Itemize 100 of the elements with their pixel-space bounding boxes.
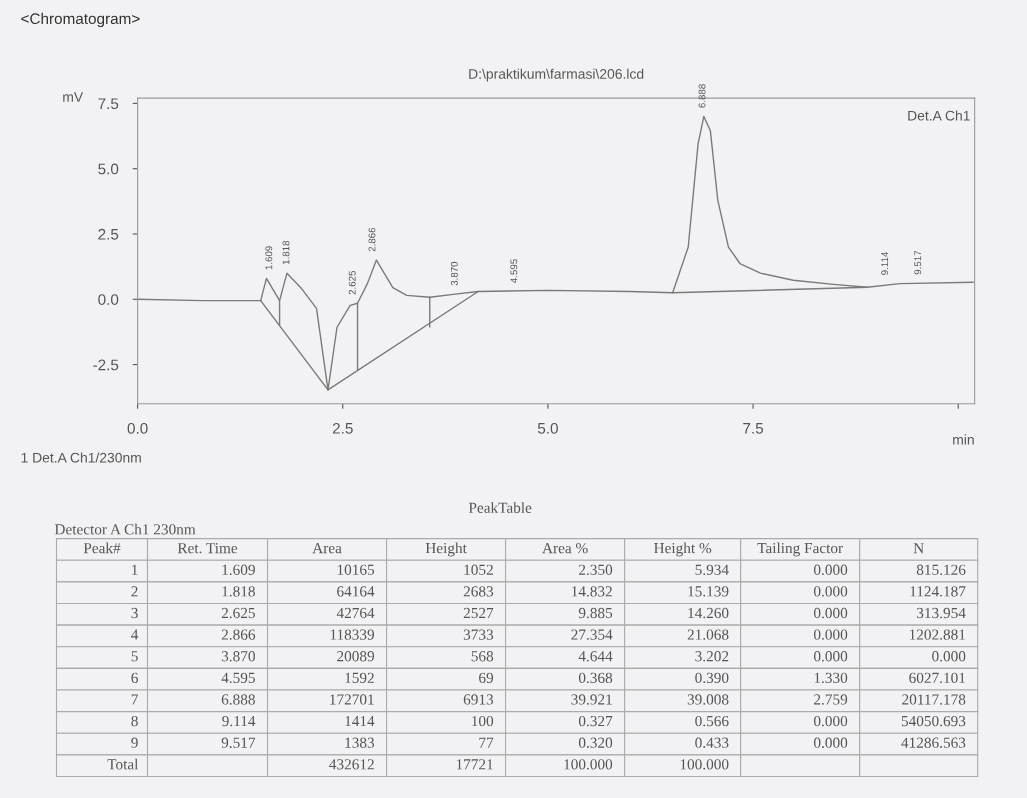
text: 0.000 xyxy=(813,607,848,619)
x-axis-title: min xyxy=(953,434,974,445)
text: 69 xyxy=(479,672,494,683)
text: 54050.693 xyxy=(901,715,966,727)
text: 21.068 xyxy=(687,629,729,640)
text: 1052 xyxy=(464,564,493,575)
text: 100.000 xyxy=(564,759,613,770)
y-tick-label: 0.0 xyxy=(98,294,119,305)
annotation: 3.870 xyxy=(450,261,458,286)
text: 3 xyxy=(131,607,138,619)
text: 9 xyxy=(131,737,138,748)
text: 1 xyxy=(132,564,138,575)
text: 77 xyxy=(479,737,494,748)
text: 432612 xyxy=(329,759,374,770)
annotation: 2.866 xyxy=(368,227,376,252)
x-tick-label: 7.5 xyxy=(743,423,764,434)
text: PeakTable xyxy=(468,502,532,513)
x-tick-label: 0.0 xyxy=(127,422,148,434)
text: 5.934 xyxy=(695,564,729,575)
text: 2.350 xyxy=(579,564,613,575)
text: 8 xyxy=(131,715,138,727)
text: 0.000 xyxy=(932,651,966,662)
y-tick-label: 5.0 xyxy=(98,163,119,175)
text: 313.954 xyxy=(916,607,966,619)
text: 0.368 xyxy=(578,672,613,684)
annotation: Det.A Ch1 xyxy=(908,110,970,121)
text: 1592 xyxy=(345,672,374,683)
text: 2.759 xyxy=(814,694,848,705)
y-axis-title: mV xyxy=(63,92,84,102)
annotation: 9.517 xyxy=(914,250,922,275)
text: 9.885 xyxy=(578,607,613,619)
text: 17721 xyxy=(456,759,493,770)
y-tick-label: -2.5 xyxy=(93,359,119,371)
text: 0.390 xyxy=(695,672,729,684)
text: 9.517 xyxy=(221,737,256,748)
text: 0.000 xyxy=(813,651,848,662)
text: 0.433 xyxy=(695,737,729,748)
text: N xyxy=(913,543,924,554)
text: 39.921 xyxy=(571,694,612,705)
text: 2.866 xyxy=(221,629,256,640)
text: 172701 xyxy=(330,694,374,705)
text: <Chromatogram> xyxy=(21,12,140,28)
text: 14.260 xyxy=(688,607,729,619)
text: 118339 xyxy=(330,629,375,640)
text: 41286.563 xyxy=(901,737,966,748)
annotation: 6.888 xyxy=(698,84,706,108)
text: 7 xyxy=(131,694,138,705)
text: 15.139 xyxy=(688,586,729,597)
text: 1.818 xyxy=(222,586,255,597)
x-tick-label: 5.0 xyxy=(537,422,558,434)
text: 14.832 xyxy=(572,586,612,597)
text: 1414 xyxy=(345,716,375,727)
chart-title: D:\praktikum\farmasi\206.lcd xyxy=(469,68,644,82)
text: 3.202 xyxy=(695,651,729,662)
text: 2 xyxy=(131,586,138,597)
text: 6027.101 xyxy=(909,672,965,684)
text: Height % xyxy=(654,542,712,557)
text: 1202.881 xyxy=(909,629,965,640)
text: 0.320 xyxy=(578,737,613,748)
text: 1.330 xyxy=(814,672,848,684)
y-tick-label: 2.5 xyxy=(98,228,119,240)
text: 100.000 xyxy=(680,759,729,770)
text: 6.888 xyxy=(221,694,255,705)
text: 0.000 xyxy=(813,715,848,727)
text: 1124.187 xyxy=(910,586,966,597)
text: Total xyxy=(107,758,139,770)
text: Detector A Ch1 230nm xyxy=(54,523,196,535)
text: 568 xyxy=(471,651,494,662)
text: Ret. Time xyxy=(177,543,238,554)
text: 64164 xyxy=(337,586,375,597)
text: 3733 xyxy=(463,629,494,640)
y-tick-label: 7.5 xyxy=(98,98,119,110)
annotation: 2.625 xyxy=(348,270,356,295)
text: 0.000 xyxy=(813,586,848,597)
x-tick-label: 2.5 xyxy=(332,422,353,434)
text: 1383 xyxy=(345,737,375,748)
annotation: 1.818 xyxy=(282,240,290,265)
text: 2683 xyxy=(463,586,494,597)
text: 1 Det.A Ch1/230nm xyxy=(21,452,141,463)
text: 0.566 xyxy=(695,715,729,727)
text: 0.327 xyxy=(578,715,613,727)
text: 0.000 xyxy=(813,629,848,640)
text: 6913 xyxy=(463,694,494,705)
text: 42764 xyxy=(336,607,375,619)
text: 4.595 xyxy=(221,672,255,684)
text: 4 xyxy=(131,629,139,640)
annotation: 4.595 xyxy=(510,259,518,283)
text: 20117.178 xyxy=(902,694,966,705)
text: 9.114 xyxy=(222,715,256,727)
text: Height xyxy=(425,542,467,557)
text: Peak# xyxy=(83,542,121,554)
text: 0.000 xyxy=(813,737,848,748)
text: 6 xyxy=(131,672,138,683)
text: 39.008 xyxy=(687,694,729,705)
text: 2527 xyxy=(463,607,494,619)
annotation: 1.609 xyxy=(265,246,273,270)
text: 1.609 xyxy=(222,564,255,575)
text: Area xyxy=(312,543,342,554)
text: 27.354 xyxy=(571,629,613,640)
annotation: 9.114 xyxy=(881,251,889,275)
